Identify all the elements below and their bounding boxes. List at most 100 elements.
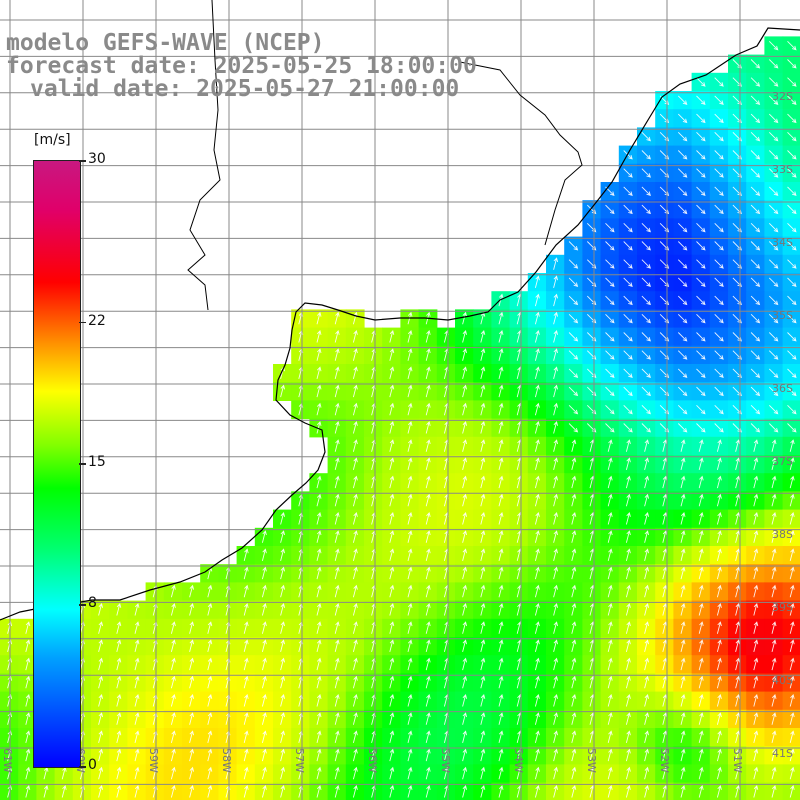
wind-arrow: [261, 766, 267, 780]
wind-cell: [782, 182, 800, 201]
wind-arrow: [389, 348, 395, 361]
wind-cell: [782, 36, 800, 56]
wind-arrow: [677, 386, 688, 397]
wind-arrow: [462, 420, 468, 434]
wind-arrow: [607, 657, 613, 671]
wind-arrow: [571, 439, 577, 452]
wind-arrow: [789, 493, 795, 507]
wind-arrow: [389, 548, 395, 562]
wind-arrow: [425, 402, 431, 416]
latitude-label: 37S: [772, 455, 793, 468]
wind-arrow: [334, 439, 340, 452]
wind-arrow: [623, 313, 633, 324]
wind-arrow: [787, 59, 797, 69]
wind-arrow: [261, 584, 267, 598]
wind-arrow: [170, 675, 176, 689]
wind-arrow: [716, 639, 722, 653]
wind-arrow: [553, 293, 559, 307]
wind-arrow: [207, 766, 213, 780]
wind-arrow: [789, 602, 795, 616]
wind-arrow: [641, 204, 651, 215]
wind-arrow: [644, 602, 650, 616]
wind-arrow: [714, 313, 724, 324]
wind-arrow: [389, 402, 395, 416]
wind-arrow: [480, 548, 486, 562]
wind-arrow: [189, 766, 195, 780]
wind-arrow: [534, 784, 540, 798]
wind-arrow: [768, 277, 779, 287]
wind-arrow: [625, 530, 631, 543]
wind-arrow: [462, 584, 468, 598]
wind-arrow: [43, 784, 49, 798]
forecast-date: forecast date: 2025-05-25 18:00:00: [6, 53, 477, 79]
wind-arrow: [787, 386, 797, 397]
latitude-label: 33S: [772, 163, 793, 176]
wind-arrow: [480, 566, 486, 580]
wind-arrow: [680, 657, 686, 671]
wind-arrow: [662, 584, 668, 598]
colorbar-tick-mark: [79, 463, 86, 465]
wind-arrow: [714, 368, 724, 378]
wind-arrow: [753, 712, 759, 725]
wind-arrow: [680, 439, 686, 452]
wind-arrow: [607, 730, 613, 744]
wind-arrow: [680, 457, 686, 471]
wind-arrow: [735, 639, 741, 653]
wind-arrow: [680, 511, 686, 525]
wind-arrow: [316, 693, 322, 707]
wind-arrow: [677, 404, 688, 415]
wind-arrow: [641, 259, 651, 269]
wind-arrow: [696, 186, 706, 196]
wind-arrow: [789, 693, 795, 707]
wind-arrow: [98, 766, 104, 780]
wind-arrow: [534, 493, 540, 507]
wind-arrow: [553, 621, 559, 634]
wind-arrow: [696, 222, 706, 233]
wind-arrow: [98, 712, 104, 725]
wind-arrow: [407, 548, 413, 562]
wind-arrow: [607, 712, 613, 725]
wind-arrow: [644, 766, 650, 780]
wind-arrow: [571, 675, 577, 689]
wind-arrow: [771, 584, 777, 598]
wind-arrow: [789, 439, 795, 452]
wind-arrow: [462, 766, 468, 780]
wind-arrow: [498, 657, 504, 671]
wind-arrow: [553, 366, 559, 380]
wind-arrow: [553, 475, 559, 489]
wind-arrow: [534, 275, 540, 289]
wind-arrow: [407, 420, 413, 434]
wind-arrow: [498, 420, 504, 434]
wind-arrow: [625, 439, 631, 452]
wind-arrow: [425, 511, 431, 525]
wind-arrow: [480, 348, 486, 361]
wind-arrow: [644, 712, 650, 725]
wind-arrow: [480, 621, 486, 634]
wind-arrow: [787, 332, 797, 342]
wind-arrow: [750, 368, 761, 378]
wind-arrow: [623, 423, 633, 433]
wind-arrow: [553, 584, 559, 598]
wind-arrow: [698, 439, 704, 452]
wind-arrow: [261, 657, 267, 671]
wind-arrow: [425, 621, 431, 634]
wind-arrow: [280, 602, 286, 616]
wind-arrow: [480, 712, 486, 725]
wind-arrow: [534, 621, 540, 634]
wind-arrow: [680, 748, 686, 762]
wind-arrow: [334, 457, 340, 471]
wind-arrow: [625, 475, 631, 489]
wind-arrow: [407, 784, 413, 798]
wind-arrow: [352, 311, 358, 325]
wind-arrow: [680, 639, 686, 653]
wind-arrow: [553, 730, 559, 744]
wind-arrow: [625, 639, 631, 653]
wind-arrow: [498, 748, 504, 762]
wind-arrow: [625, 548, 631, 562]
wind-arrow: [571, 730, 577, 744]
wind-arrow: [280, 566, 286, 580]
wind-arrow: [189, 748, 195, 762]
wind-arrow: [750, 204, 761, 215]
wind-arrow: [352, 784, 358, 798]
wind-arrow: [753, 530, 759, 543]
